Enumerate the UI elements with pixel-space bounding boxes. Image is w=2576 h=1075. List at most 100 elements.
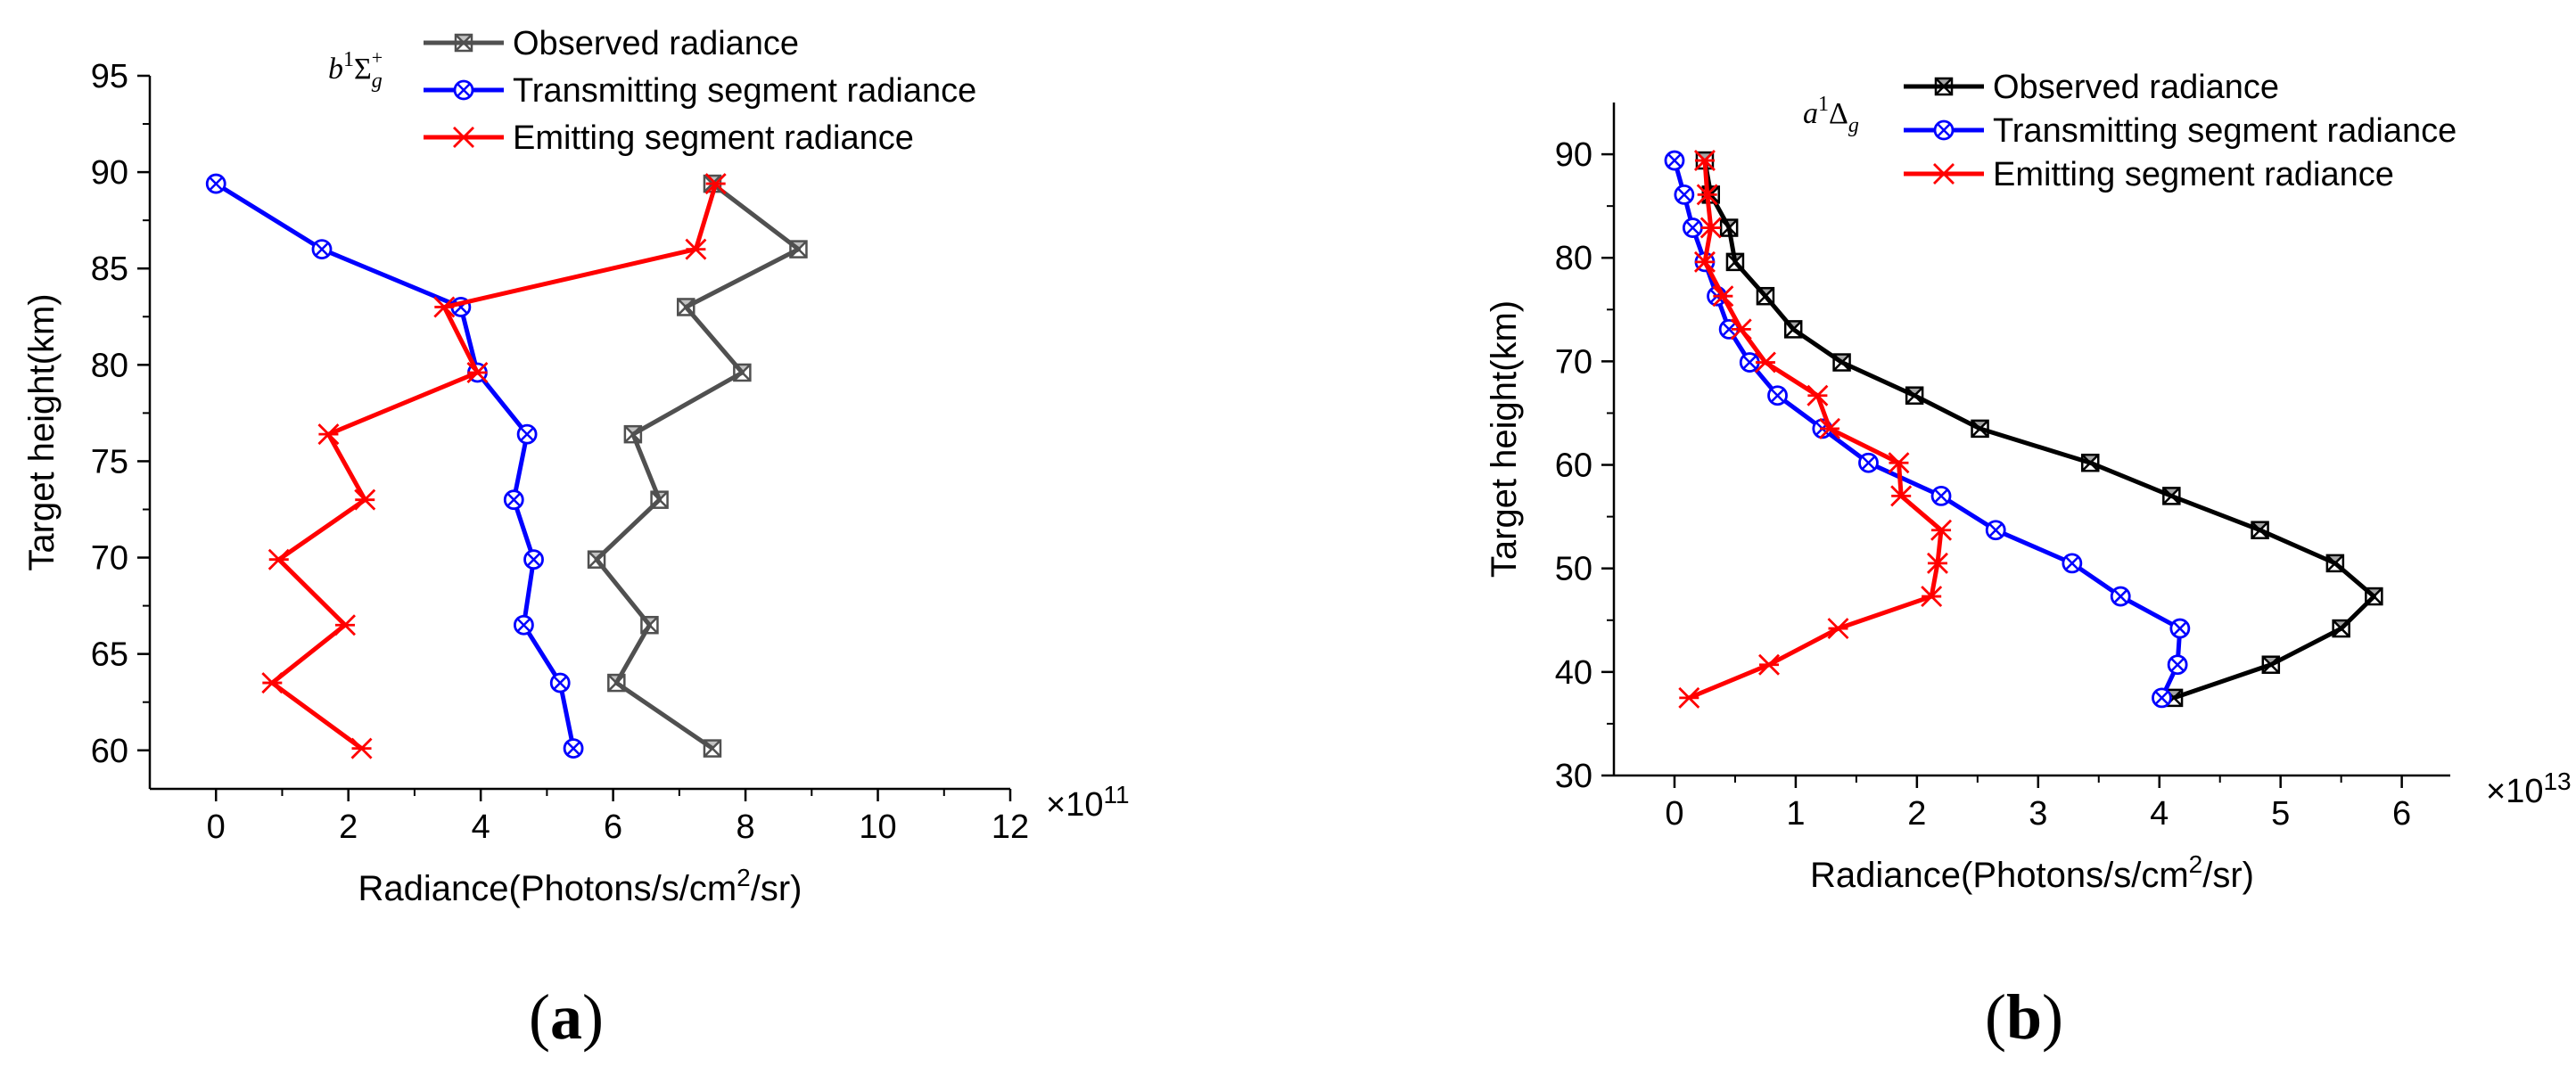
x-tick-label-1: 2 (339, 808, 358, 846)
legend-marker-observed-radiance-fill (1936, 78, 1952, 86)
data-point-observed-radiance-1 (2261, 655, 2281, 674)
data-point-observed-radiance-0-cross (704, 739, 721, 758)
data-point-emitting-segment-radiance-16-star (1693, 150, 1716, 172)
data-point-observed-radiance-6 (2162, 487, 2181, 505)
x-tick-label-1: 1 (1786, 795, 1805, 833)
data-point-observed-radiance-7 (677, 298, 695, 316)
data-point-observed-radiance-14-box (1719, 218, 1739, 237)
panel-b-label: (b) (1985, 981, 2063, 1053)
data-point-observed-radiance-4-fill (2326, 554, 2343, 563)
data-point-emitting-segment-radiance-3-star (267, 548, 290, 570)
data-point-observed-radiance-4-cross (2325, 554, 2344, 572)
data-point-observed-radiance-8-fill (1971, 420, 1988, 429)
y-tick-label-1: 40 (1555, 654, 1593, 692)
data-point-observed-radiance-7-fill (2082, 455, 2099, 464)
state-annotation: b1Σg+ (328, 46, 383, 93)
data-point-emitting-segment-radiance-0 (350, 737, 373, 759)
data-point-observed-radiance-11-fill (1785, 321, 1802, 330)
legend-item-observed-radiance: Observed radiance (1904, 69, 2279, 106)
data-point-observed-radiance-1-cross (607, 674, 626, 692)
data-point-transmitting-segment-radiance-11 (1718, 318, 1740, 340)
x-tick-label-5: 5 (2271, 795, 2290, 833)
data-point-transmitting-segment-radiance-1 (549, 672, 571, 693)
legend-label-transmitting-segment-radiance: Transmitting segment radiance (513, 72, 976, 110)
data-point-transmitting-segment-radiance-4-cross (2064, 556, 2079, 570)
data-point-observed-radiance-4-fill (651, 491, 668, 500)
data-point-transmitting-segment-radiance-0 (563, 738, 584, 759)
data-point-observed-radiance-11 (1783, 320, 1803, 339)
legend-item-emitting-segment-radiance: Emitting segment radiance (424, 119, 914, 157)
data-point-observed-radiance-5-cross (2251, 521, 2269, 539)
data-point-emitting-segment-radiance-3 (1921, 586, 1943, 608)
data-point-observed-radiance-5-cross (624, 425, 642, 444)
data-point-emitting-segment-radiance-2-star (1827, 618, 1849, 640)
data-point-observed-radiance-12-fill (1757, 288, 1774, 297)
data-point-emitting-segment-radiance-12 (1712, 285, 1734, 308)
data-point-emitting-segment-radiance-10 (1754, 351, 1776, 373)
annotation-sup: 1 (1818, 93, 1829, 116)
data-point-observed-radiance-8-cross (1971, 420, 1989, 438)
data-point-transmitting-segment-radiance-0-cross (2154, 691, 2169, 705)
data-point-emitting-segment-radiance-5-star (1930, 519, 1953, 541)
data-point-emitting-segment-radiance-6-star (466, 361, 489, 383)
data-point-observed-radiance-3-box (587, 550, 606, 569)
data-point-observed-radiance-8-cross (789, 240, 808, 258)
data-point-observed-radiance-7-box (677, 298, 695, 316)
y-tick-label-3: 75 (91, 443, 128, 480)
data-point-emitting-segment-radiance-7-star (433, 296, 456, 318)
y-axis-title: Target height(km) (1485, 300, 1524, 578)
data-point-transmitting-segment-radiance-9-cross (209, 176, 224, 191)
x-axis-title-pre: Radiance(Photons/s/cm (358, 869, 737, 908)
x-axis-title-pre: Radiance(Photons/s/cm (1810, 856, 2189, 895)
panel-a-label: (a) (529, 981, 604, 1053)
series-line-transmitting-segment-radiance (214, 181, 576, 750)
data-point-emitting-segment-radiance-9 (704, 173, 727, 195)
data-point-emitting-segment-radiance-0-star (350, 737, 373, 759)
data-point-transmitting-segment-radiance-2-cross (516, 618, 531, 633)
x-multiplier-base: ×10 (1046, 786, 1103, 824)
data-point-observed-radiance-13-box (1725, 252, 1745, 272)
legend-marker-observed-radiance-box (1934, 77, 1954, 96)
data-point-transmitting-segment-radiance-15-cross (1676, 187, 1691, 202)
data-point-observed-radiance-13-fill (1726, 253, 1743, 262)
data-point-transmitting-segment-radiance-4 (503, 489, 524, 511)
legend-label-emitting-segment-radiance: Emitting segment radiance (1993, 156, 2394, 193)
x-tick-label-6: 6 (2392, 795, 2411, 833)
data-point-transmitting-segment-radiance-2 (514, 614, 534, 636)
data-point-observed-radiance-11-box (1783, 320, 1803, 339)
data-point-emitting-segment-radiance-1 (261, 672, 284, 694)
x-multiplier: ×1011 (1046, 781, 1130, 824)
data-point-transmitting-segment-radiance-9-cross (1770, 388, 1785, 403)
data-point-transmitting-segment-radiance-4-cross (506, 492, 522, 507)
data-point-observed-radiance-6-box (733, 363, 752, 382)
x-multiplier: ×1013 (2486, 767, 2572, 810)
data-point-transmitting-segment-radiance-1 (2167, 654, 2188, 676)
data-point-observed-radiance-9-fill (1906, 387, 1923, 396)
data-point-emitting-segment-radiance-6 (466, 361, 489, 383)
series-observed-radiance (1695, 151, 2383, 708)
data-point-emitting-segment-radiance-4 (1926, 552, 1948, 574)
y-tick-label-6: 90 (1555, 136, 1593, 174)
data-point-transmitting-segment-radiance-0 (2152, 687, 2172, 709)
x-tick-label-3: 6 (604, 808, 622, 846)
y-axis-title: Target height(km) (22, 293, 62, 570)
annotation-sub: g (1848, 114, 1859, 137)
data-point-observed-radiance-0 (703, 739, 722, 758)
data-point-observed-radiance-4-box (650, 490, 669, 509)
data-point-emitting-segment-radiance-11 (1730, 318, 1752, 341)
data-point-observed-radiance-2-cross (640, 616, 659, 635)
data-point-observed-radiance-3 (2365, 587, 2383, 606)
data-point-observed-radiance-1-fill (2262, 656, 2279, 665)
data-point-transmitting-segment-radiance-4 (2062, 553, 2083, 574)
data-point-observed-radiance-10-box (1832, 353, 1851, 372)
data-point-observed-radiance-5-box (2251, 521, 2269, 539)
legend-label-observed-radiance: Observed radiance (513, 25, 799, 62)
data-point-observed-radiance-5 (2251, 521, 2269, 539)
annotation-base: a (1803, 97, 1818, 130)
legend-item-emitting-segment-radiance: Emitting segment radiance (1904, 156, 2394, 193)
data-point-observed-radiance-4 (650, 490, 669, 509)
data-point-emitting-segment-radiance-9-star (1806, 384, 1829, 406)
data-point-emitting-segment-radiance-8-star (685, 238, 707, 260)
data-point-transmitting-segment-radiance-5-cross (1988, 522, 2004, 538)
x-tick-label-4: 8 (737, 808, 755, 846)
